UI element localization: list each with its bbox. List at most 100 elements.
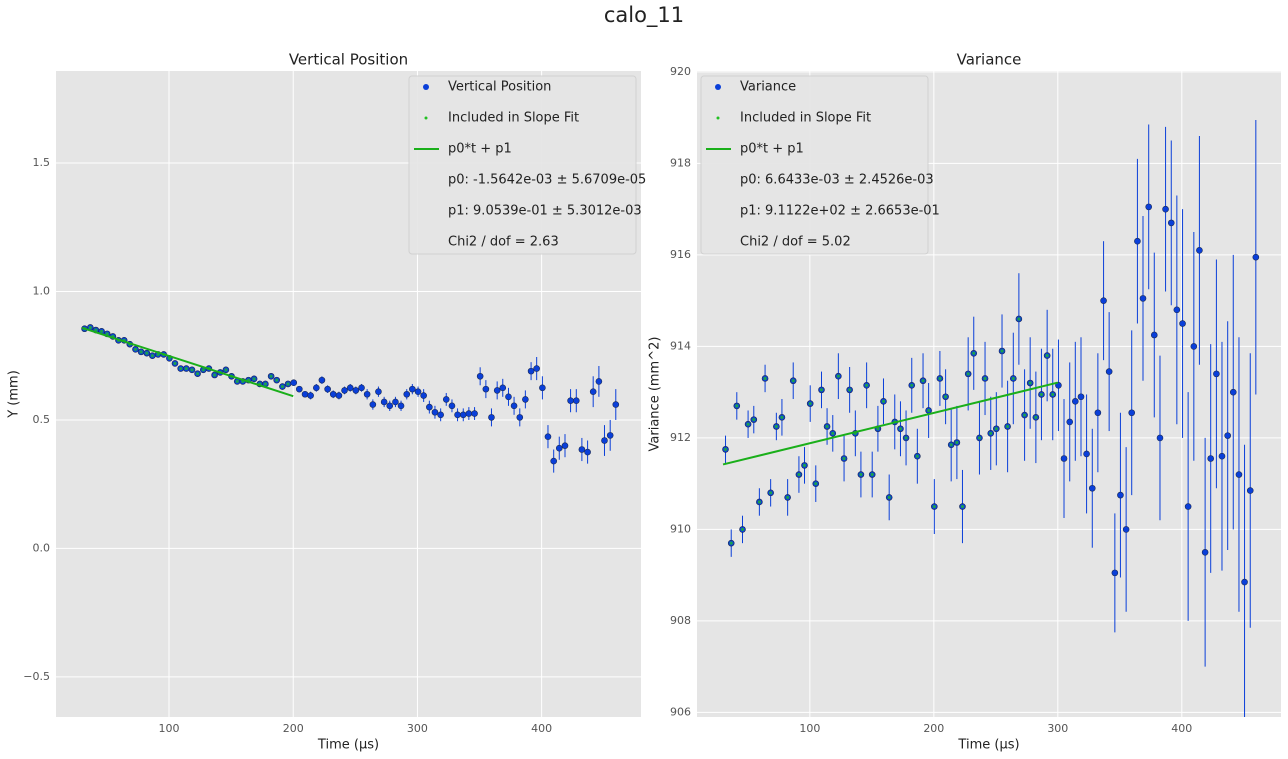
y-tick-label: 918	[670, 156, 691, 169]
point	[1173, 306, 1181, 314]
point	[375, 388, 382, 395]
fit-point	[1011, 376, 1015, 381]
fit-point	[1000, 349, 1004, 353]
point	[431, 408, 439, 416]
fit-point	[955, 440, 959, 445]
fit-point	[944, 395, 948, 399]
fit-point	[133, 347, 138, 351]
point	[420, 392, 427, 399]
legend-annotation: p0: -1.5642e-03 ± 5.6709e-05	[448, 173, 646, 188]
point	[1162, 205, 1169, 213]
fit-point	[808, 402, 812, 406]
point	[510, 402, 518, 410]
point	[544, 433, 552, 440]
point	[442, 396, 450, 403]
fit-point	[735, 404, 739, 408]
point	[1100, 297, 1107, 304]
fit-point	[915, 454, 919, 458]
y-tick-label: 1.0	[33, 284, 51, 297]
fit-point	[201, 368, 205, 372]
point	[589, 388, 597, 395]
x-tick-label: 400	[531, 722, 552, 735]
fit-point	[966, 372, 970, 376]
point	[1184, 503, 1192, 510]
fit-point	[960, 504, 965, 509]
point	[612, 401, 620, 408]
point	[550, 457, 557, 465]
point	[1235, 471, 1243, 478]
axes-title: Variance	[957, 51, 1022, 69]
point	[1213, 370, 1220, 378]
point	[1145, 203, 1153, 211]
point	[505, 393, 512, 401]
legend-label: Included in Slope Fit	[740, 111, 871, 126]
point	[437, 411, 444, 419]
point	[1066, 418, 1074, 426]
point	[290, 379, 298, 386]
point	[1201, 548, 1209, 556]
fit-line	[81, 326, 294, 398]
point	[1071, 398, 1079, 405]
legend-label: p0*t + p1	[740, 142, 804, 157]
point	[1122, 526, 1130, 533]
point	[482, 385, 490, 393]
point	[1128, 409, 1136, 417]
point	[1156, 434, 1164, 442]
y-axis-label: Y (mm)	[7, 370, 22, 419]
point	[1207, 455, 1214, 462]
point	[1117, 491, 1124, 499]
point	[539, 384, 546, 392]
fit-point	[921, 379, 925, 383]
point	[459, 411, 467, 419]
fit-point	[213, 373, 217, 377]
fit-point	[190, 368, 194, 372]
legend-annotation: Chi2 / dof = 5.02	[740, 235, 851, 250]
fit-point	[865, 383, 869, 387]
point	[1060, 455, 1068, 462]
fit-point	[898, 427, 903, 431]
fit-point	[94, 328, 98, 332]
point	[1179, 320, 1186, 327]
fit-point	[252, 377, 256, 381]
fit-point	[88, 325, 92, 330]
fit-point	[831, 431, 835, 435]
fit-point	[786, 495, 790, 499]
fit-point	[842, 456, 846, 461]
fit-point	[139, 350, 143, 354]
fit-point	[275, 378, 279, 382]
point	[313, 384, 320, 392]
fit-point	[769, 491, 773, 495]
fit-point	[910, 383, 914, 387]
point	[601, 437, 608, 444]
point	[1196, 247, 1203, 254]
legend-annotation: Chi2 / dof = 2.63	[448, 235, 559, 250]
fit-point	[825, 424, 829, 429]
point	[1252, 253, 1260, 261]
fit-point	[269, 374, 273, 378]
fit-point	[949, 443, 953, 447]
fit-point	[752, 418, 756, 422]
fit-point	[740, 527, 745, 532]
fit-point	[263, 382, 268, 386]
point	[476, 372, 484, 380]
fit-point	[848, 388, 852, 392]
point	[606, 432, 614, 439]
y-tick-label: 0.5	[33, 413, 51, 426]
point	[465, 410, 473, 417]
point	[448, 402, 456, 410]
point	[324, 385, 331, 393]
fit-point	[1039, 392, 1044, 397]
point	[1134, 237, 1141, 245]
y-tick-label: 910	[670, 522, 691, 535]
point	[392, 398, 399, 406]
point	[584, 448, 591, 456]
fit-point	[904, 436, 908, 440]
fit-point	[1005, 424, 1010, 429]
y-tick-label: −0.5	[23, 670, 50, 683]
point	[296, 385, 303, 393]
fit-point	[797, 472, 801, 477]
legend-box	[408, 75, 637, 255]
fit-point	[1017, 317, 1021, 321]
fit-point	[819, 388, 824, 392]
